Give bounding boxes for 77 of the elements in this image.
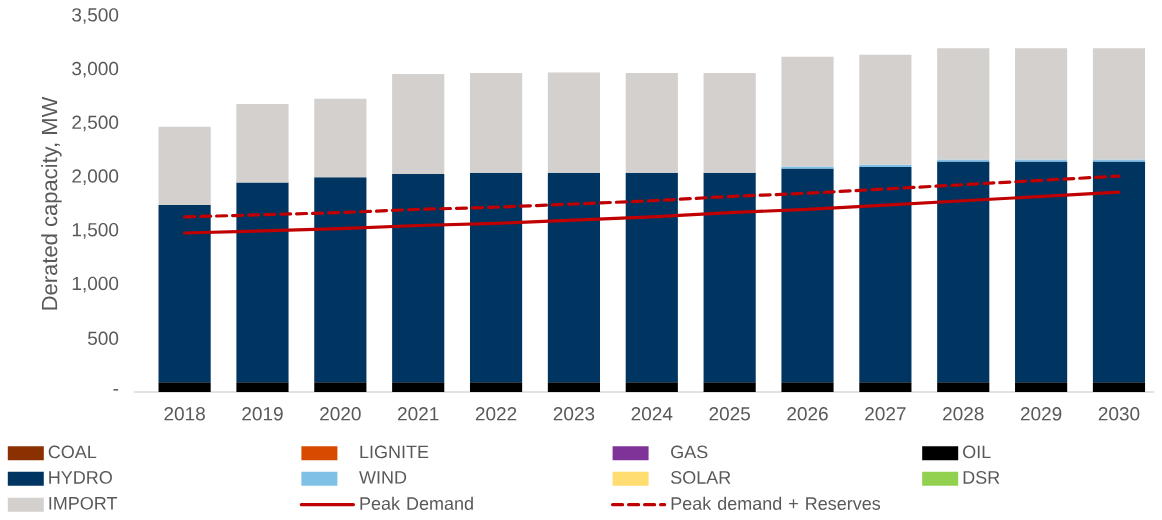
bar xyxy=(236,104,289,183)
x-tick-label: 2027 xyxy=(865,407,906,421)
bar xyxy=(547,382,601,392)
bar xyxy=(1092,48,1146,160)
legend-label: SOLAR xyxy=(671,471,731,484)
bar xyxy=(392,382,445,392)
y-tick-label: 1,500 xyxy=(72,223,119,239)
bar xyxy=(1015,382,1068,392)
x-tick-label: 2029 xyxy=(1020,407,1062,421)
x-tick-label: 2030 xyxy=(1098,407,1140,421)
bar xyxy=(158,126,211,206)
bar xyxy=(703,72,756,173)
x-tick-label: 2019 xyxy=(242,407,283,421)
x-tick-label: 2020 xyxy=(320,407,361,421)
x-tick-label: 2025 xyxy=(709,407,750,421)
bar xyxy=(859,164,912,167)
bar xyxy=(1015,159,1068,162)
bar xyxy=(392,74,445,174)
bar xyxy=(703,382,756,392)
bar xyxy=(547,172,601,383)
bar xyxy=(469,382,523,392)
bar xyxy=(1015,48,1068,160)
bar xyxy=(781,56,834,167)
bar xyxy=(625,72,678,173)
y-tick-label: 3,000 xyxy=(72,61,119,78)
bar xyxy=(158,382,211,392)
bar xyxy=(625,382,678,392)
bar xyxy=(1092,382,1146,392)
bar xyxy=(158,205,211,383)
legend-label: Peak Demand xyxy=(360,496,473,510)
bar xyxy=(937,48,990,160)
legend-label: HYDRO xyxy=(49,471,112,484)
bar xyxy=(781,168,834,383)
bar xyxy=(1092,161,1146,383)
bar xyxy=(547,72,601,173)
legend-label: IMPORT xyxy=(49,496,118,510)
y-tick-label: 500 xyxy=(87,331,119,346)
bar xyxy=(781,382,834,392)
y-tick-label: - xyxy=(113,389,119,391)
bar xyxy=(314,98,367,178)
bar xyxy=(937,159,990,162)
legend-label: DSR xyxy=(963,471,1000,484)
bar xyxy=(314,382,367,392)
y-axis-title: Derated capacity, MW xyxy=(41,96,62,310)
y-tick-label: 1,000 xyxy=(72,276,119,293)
bar xyxy=(937,382,990,392)
bar xyxy=(469,72,523,173)
bar xyxy=(625,172,678,383)
legend-label: OIL xyxy=(963,445,991,459)
x-tick-label: 2028 xyxy=(943,407,984,421)
bar xyxy=(859,54,912,165)
legend-label: WIND xyxy=(359,471,407,484)
x-tick-label: 2018 xyxy=(164,407,205,421)
bar xyxy=(314,177,367,383)
y-tick-label: 2,000 xyxy=(72,169,119,186)
legend-label: GAS xyxy=(671,445,708,459)
bar xyxy=(236,382,289,392)
legend-label: COAL xyxy=(48,445,97,459)
bar xyxy=(1092,159,1146,162)
bar xyxy=(937,161,990,383)
legend-label: LIGNITE xyxy=(360,445,429,459)
x-tick-label: 2026 xyxy=(787,407,828,421)
y-tick-label: 2,500 xyxy=(72,115,119,132)
legend-label: Peak demand + Reserves xyxy=(671,496,881,510)
y-tick-label: 3,500 xyxy=(72,8,119,24)
bar xyxy=(859,166,912,383)
bar xyxy=(469,172,523,383)
bar xyxy=(236,182,289,383)
x-tick-label: 2021 xyxy=(398,407,439,421)
bar xyxy=(1015,161,1068,383)
bar xyxy=(703,172,756,383)
x-tick-label: 2022 xyxy=(475,407,517,421)
bar xyxy=(392,173,445,383)
x-tick-label: 2024 xyxy=(631,407,673,421)
bar xyxy=(781,166,834,169)
x-tick-label: 2023 xyxy=(553,407,595,421)
bar xyxy=(859,382,912,392)
